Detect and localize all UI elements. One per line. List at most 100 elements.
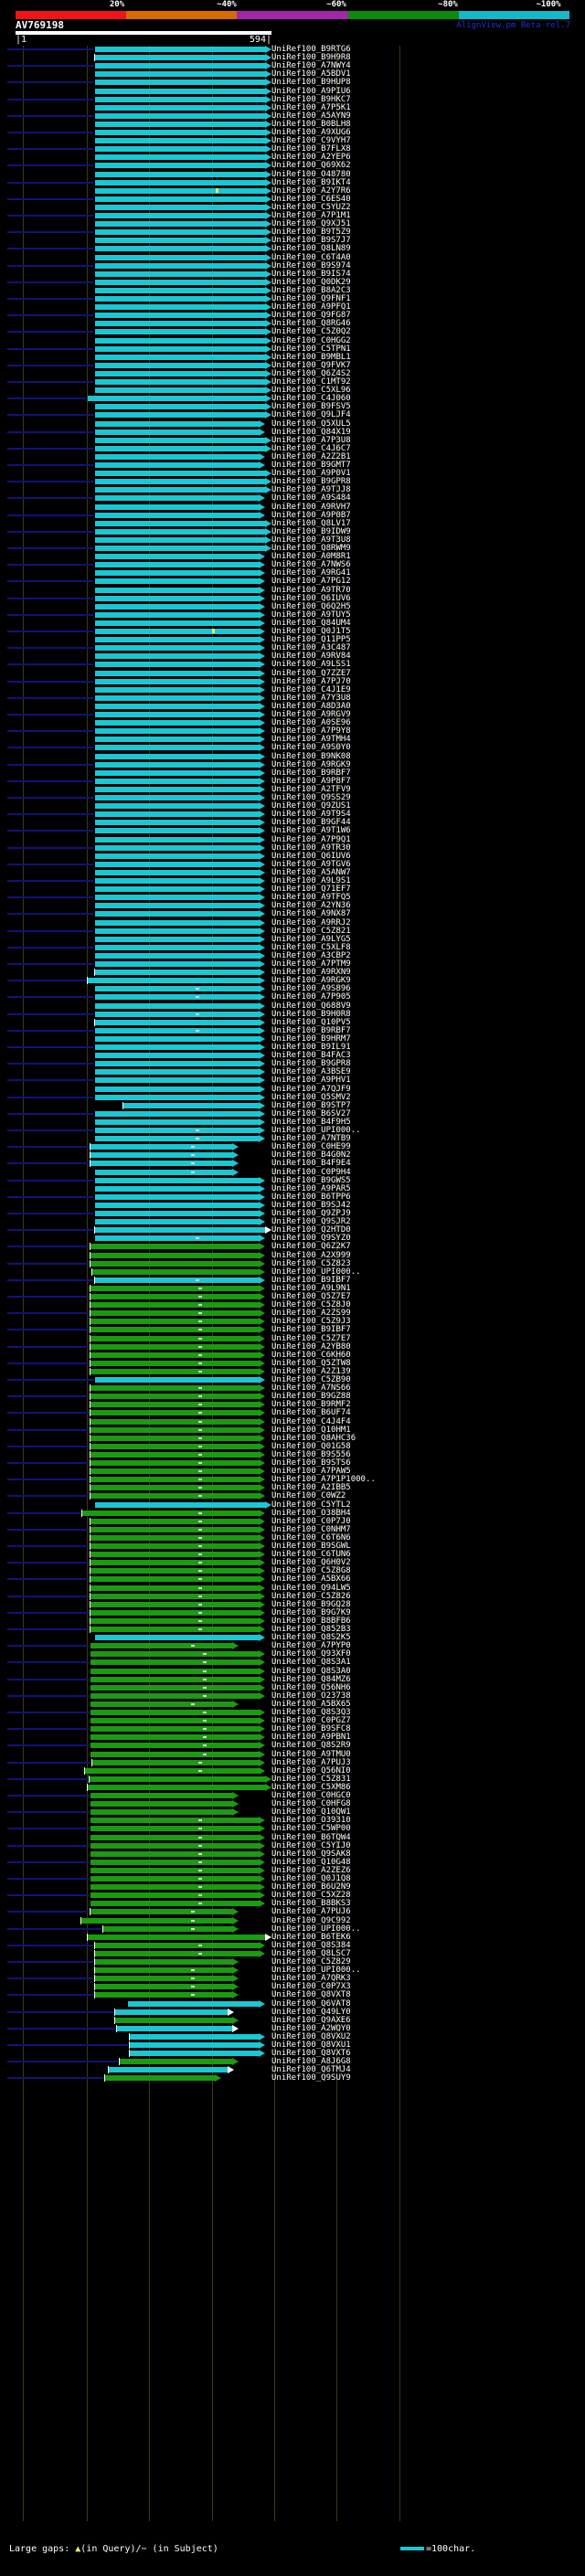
hit-label[interactable]: UniRef100_B9IS74 xyxy=(271,269,351,279)
hit-label[interactable]: UniRef100_Q8S2K5 xyxy=(271,1633,351,1643)
table-row[interactable]: UniRef100_Q71EF7 xyxy=(0,885,585,894)
hit-label[interactable]: UniRef100_B9S7J7 xyxy=(271,236,351,246)
table-row[interactable]: UniRef100_B8BFB6 xyxy=(0,1617,585,1626)
table-row[interactable]: UniRef100_A7PG12 xyxy=(0,577,585,586)
hit-label[interactable]: UniRef100_A9TUY5 xyxy=(271,610,351,620)
alignment-bar[interactable] xyxy=(95,578,259,585)
table-row[interactable]: UniRef100_B9IL91 xyxy=(0,1043,585,1052)
alignment-bar[interactable] xyxy=(88,396,265,402)
table-row[interactable]: UniRef100_B4FAC3 xyxy=(0,1051,585,1060)
alignment-bar[interactable] xyxy=(95,554,259,560)
alignment-bar[interactable] xyxy=(95,437,265,443)
alignment-bar[interactable] xyxy=(95,546,265,551)
hit-label[interactable]: UniRef100_Q8RWM9 xyxy=(271,544,351,553)
table-row[interactable]: UniRef100_A3C487 xyxy=(0,643,585,652)
table-row[interactable]: UniRef100_Q10PV5 xyxy=(0,1018,585,1027)
alignment-bar[interactable] xyxy=(95,520,265,526)
table-row[interactable]: UniRef100_A7PJ70 xyxy=(0,677,585,686)
table-row[interactable]: UniRef100_A9NX87 xyxy=(0,909,585,918)
hit-label[interactable]: UniRef100_A9XUG6 xyxy=(271,128,351,137)
table-row[interactable]: UniRef100_B9S974 xyxy=(0,261,585,270)
hit-label[interactable]: UniRef100_Q8S3A0 xyxy=(271,1666,351,1676)
table-row[interactable]: UniRef100_Q8VXT6 xyxy=(0,2049,585,2058)
table-row[interactable]: UniRef100_Q8VXT8 xyxy=(0,1990,585,2000)
hit-label[interactable]: UniRef100_Q01G58 xyxy=(271,1441,351,1451)
table-row[interactable]: UniRef100_C1MT92 xyxy=(0,377,585,387)
alignment-bar[interactable] xyxy=(95,662,259,668)
table-row[interactable]: UniRef100_UPI000.. xyxy=(0,1267,585,1277)
alignment-bar[interactable] xyxy=(88,1934,265,1940)
table-row[interactable]: UniRef100_C6T6N6 xyxy=(0,1533,585,1542)
table-row[interactable]: UniRef100_B9HRM7 xyxy=(0,1034,585,1044)
alignment-bar[interactable] xyxy=(90,1518,259,1524)
table-row[interactable]: UniRef100_Q6H0V2 xyxy=(0,1558,585,1567)
hit-label[interactable]: UniRef100_A9T1W6 xyxy=(271,826,351,836)
table-row[interactable]: UniRef100_Q9SUY9 xyxy=(0,2073,585,2083)
table-row[interactable]: UniRef100_C4J6C7 xyxy=(0,444,585,453)
hit-label[interactable]: UniRef100_B9IL91 xyxy=(271,1043,351,1052)
table-row[interactable]: UniRef100_A7NS66 xyxy=(0,1383,585,1393)
table-row[interactable]: UniRef100_Q9FG87 xyxy=(0,311,585,320)
table-row[interactable]: UniRef100_A2YB80 xyxy=(0,1342,585,1352)
hit-label[interactable]: UniRef100_Q56NI0 xyxy=(271,1765,351,1776)
table-row[interactable]: UniRef100_B8A2C3 xyxy=(0,286,585,295)
hit-label[interactable]: UniRef100_Q9ZUS1 xyxy=(271,801,351,811)
table-row[interactable]: UniRef100_B9H0R8 xyxy=(0,1010,585,1019)
alignment-bar[interactable] xyxy=(82,1510,259,1516)
table-row[interactable]: UniRef100_C5Z831 xyxy=(0,1774,585,1784)
alignment-bar[interactable] xyxy=(95,387,265,394)
hit-label[interactable]: UniRef100_C0HE99 xyxy=(271,1142,351,1152)
hit-label[interactable]: UniRef100_C6KH60 xyxy=(271,1350,351,1360)
alignment-bar[interactable] xyxy=(90,1818,259,1824)
hit-label[interactable]: UniRef100_Q10QW1 xyxy=(271,1807,351,1818)
table-row[interactable]: UniRef100_A7P1P1000.. xyxy=(0,1475,585,1484)
table-row[interactable]: UniRef100_Q5ZTW8 xyxy=(0,1359,585,1368)
table-row[interactable]: UniRef100_A8D3A0 xyxy=(0,702,585,711)
table-row[interactable]: UniRef100_A9L9N1 xyxy=(0,1284,585,1293)
table-row[interactable]: UniRef100_Q56NH6 xyxy=(0,1683,585,1692)
hit-label[interactable]: UniRef100_Q6IUV6 xyxy=(271,593,351,603)
alignment-bar[interactable] xyxy=(95,869,259,875)
table-row[interactable]: UniRef100_Q5XUL5 xyxy=(0,419,585,429)
table-row[interactable]: UniRef100_Q0DK29 xyxy=(0,278,585,287)
hit-label[interactable]: UniRef100_B9SJ42 xyxy=(271,1200,351,1210)
hit-label[interactable]: UniRef100_Q5Z7E7 xyxy=(271,1292,351,1301)
alignment-bar[interactable] xyxy=(95,886,259,893)
hit-label[interactable]: UniRef100_B6UF74 xyxy=(271,1408,351,1418)
hit-label[interactable]: UniRef100_B9NK08 xyxy=(271,751,351,761)
table-row[interactable]: UniRef100_A7PAW5 xyxy=(0,1467,585,1476)
hit-label[interactable]: UniRef100_A9PHV1 xyxy=(271,1076,351,1086)
table-row[interactable]: UniRef100_B9IS74 xyxy=(0,269,585,279)
hit-label[interactable]: UniRef100_Q6Z2K7 xyxy=(271,1242,351,1252)
hit-label[interactable]: UniRef100_A2X999 xyxy=(271,1250,351,1260)
table-row[interactable]: UniRef100_Q7ZZE7 xyxy=(0,669,585,678)
table-row[interactable]: UniRef100_Q8AHC36 xyxy=(0,1434,585,1443)
alignment-bar[interactable] xyxy=(95,1185,259,1192)
hit-label[interactable]: UniRef100_Q8VXT8 xyxy=(271,1990,351,2000)
table-row[interactable]: UniRef100_A0M8R1 xyxy=(0,552,585,561)
alignment-bar[interactable] xyxy=(95,1202,259,1208)
hit-label[interactable]: UniRef100_Q0J1Q8 xyxy=(271,1874,351,1883)
table-row[interactable]: UniRef100_A7P9Y8 xyxy=(0,726,585,736)
hit-label[interactable]: UniRef100_A9T9S4 xyxy=(271,810,351,820)
alignment-bar[interactable] xyxy=(115,2009,228,2015)
alignment-bar[interactable] xyxy=(95,570,259,577)
alignment-bar[interactable] xyxy=(95,88,265,94)
alignment-bar[interactable] xyxy=(95,820,259,826)
alignment-bar[interactable] xyxy=(90,1801,232,1807)
alignment-bar[interactable] xyxy=(95,304,265,311)
table-row[interactable]: UniRef100_C5Z9J3 xyxy=(0,1317,585,1326)
table-row[interactable]: UniRef100_Q6Q2H5 xyxy=(0,602,585,611)
hit-label[interactable]: UniRef100_B6SV27 xyxy=(271,1108,351,1118)
hit-label[interactable]: UniRef100_Q8S384 xyxy=(271,1940,351,1950)
hit-label[interactable]: UniRef100_Q6VAT8 xyxy=(271,1998,351,2009)
table-row[interactable]: UniRef100_Q93XF0 xyxy=(0,1649,585,1659)
alignment-bar[interactable] xyxy=(90,1560,259,1566)
hit-label[interactable]: UniRef100_A9LSS1 xyxy=(271,660,351,670)
table-row[interactable]: UniRef100_B9FSV5 xyxy=(0,402,585,411)
alignment-bar[interactable] xyxy=(90,1834,259,1840)
hit-label[interactable]: UniRef100_C4J4F4 xyxy=(271,1416,351,1426)
table-row[interactable]: UniRef100_Q10G48 xyxy=(0,1858,585,1867)
hit-label[interactable]: UniRef100_C5Z831 xyxy=(271,1774,351,1784)
alignment-bar[interactable] xyxy=(103,1925,232,1932)
